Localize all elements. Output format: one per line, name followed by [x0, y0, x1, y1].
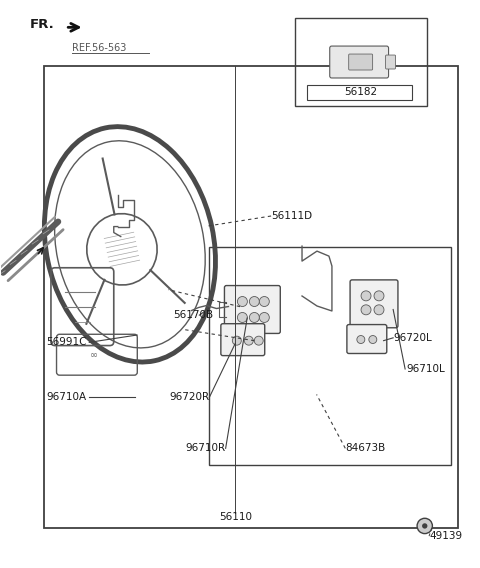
Circle shape [238, 296, 247, 307]
Text: 56991C: 56991C [46, 337, 87, 348]
Circle shape [422, 523, 427, 529]
Text: 84673B: 84673B [345, 443, 385, 453]
Text: 56111D: 56111D [271, 211, 312, 221]
FancyBboxPatch shape [221, 324, 265, 356]
Circle shape [250, 312, 259, 323]
FancyBboxPatch shape [350, 280, 398, 328]
Text: FR.: FR. [29, 18, 54, 31]
Text: 56110: 56110 [219, 512, 252, 523]
Bar [307, 85, 412, 101]
FancyBboxPatch shape [385, 55, 396, 69]
Circle shape [417, 518, 432, 533]
Text: 96710A: 96710A [46, 392, 86, 402]
Bar [295, 18, 427, 106]
Circle shape [259, 296, 269, 307]
Text: 49139: 49139 [429, 531, 462, 541]
Text: ∞: ∞ [90, 350, 98, 360]
Text: 96710R: 96710R [185, 443, 226, 453]
Text: 56182: 56182 [344, 87, 377, 98]
FancyBboxPatch shape [348, 54, 372, 70]
Text: 96720L: 96720L [393, 333, 432, 343]
Circle shape [238, 312, 247, 323]
Bar [44, 66, 458, 528]
Text: REF.56-563: REF.56-563 [72, 43, 127, 53]
Circle shape [361, 291, 371, 301]
Circle shape [250, 296, 259, 307]
FancyBboxPatch shape [330, 46, 389, 78]
Circle shape [374, 305, 384, 315]
Circle shape [361, 305, 371, 315]
Circle shape [244, 336, 253, 345]
FancyBboxPatch shape [347, 324, 387, 353]
Circle shape [259, 312, 269, 323]
Circle shape [357, 336, 365, 344]
Text: 96720R: 96720R [169, 392, 209, 402]
Circle shape [232, 336, 241, 345]
FancyBboxPatch shape [225, 286, 280, 333]
Text: 56170B: 56170B [173, 310, 213, 320]
Circle shape [254, 336, 263, 345]
FancyBboxPatch shape [228, 299, 247, 314]
Circle shape [369, 336, 377, 344]
Circle shape [374, 291, 384, 301]
Text: 96710L: 96710L [407, 364, 445, 374]
Bar [209, 247, 451, 465]
